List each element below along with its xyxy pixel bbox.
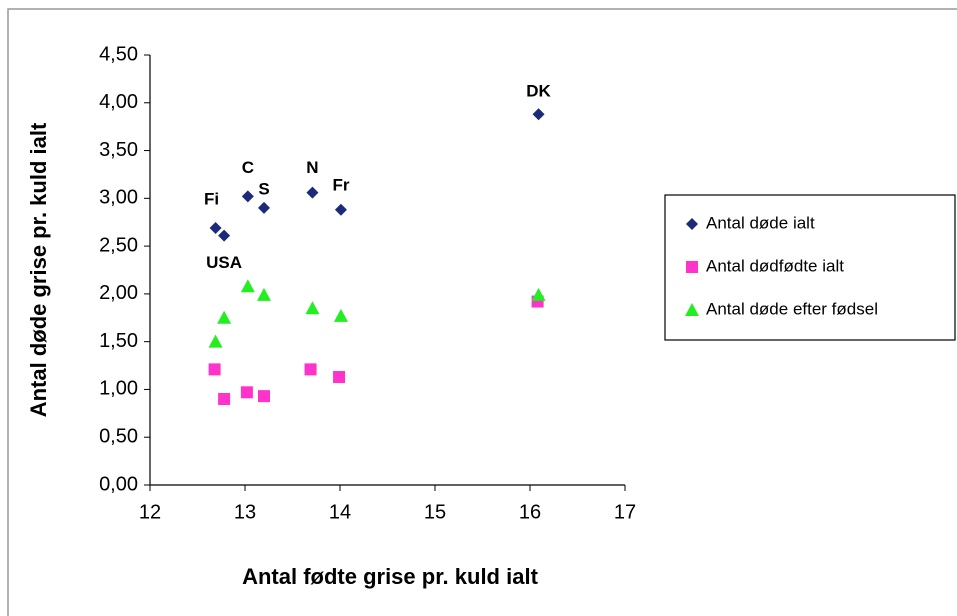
y-tick-label: 4,00 [99,91,138,113]
point [209,221,222,234]
point-label: DK [526,82,551,101]
x-tick-label: 16 [519,501,541,523]
y-tick-label: 2,00 [99,282,138,304]
point [208,363,221,376]
point [257,287,271,301]
point [241,190,254,203]
point [305,301,320,315]
legend-marker [686,218,698,230]
legend-label: Antal dødfødte ialt [706,256,844,275]
y-tick-label: 0,00 [99,473,138,495]
y-tick-label: 2,50 [99,234,138,256]
point [240,386,253,399]
point-label: N [306,158,318,177]
y-tick-label: 3,50 [99,139,138,161]
point [258,201,270,214]
point [240,279,255,293]
point [218,393,231,405]
y-tick-label: 1,00 [99,378,138,400]
point [208,334,223,348]
point-label: Fi [204,189,219,208]
point-label: USA [206,253,242,272]
y-tick-label: 0,50 [99,426,138,448]
x-tick-label: 12 [139,501,161,523]
point [333,308,348,322]
point [217,310,232,324]
y-tick-label: 4,50 [99,43,138,65]
point-label: Fr [332,175,349,194]
frame [7,8,957,616]
legend-marker [685,303,699,316]
legend-box [664,194,956,341]
x-tick-label: 13 [234,501,256,523]
y-tick-label: 1,50 [99,330,138,352]
x-tick-label: 17 [614,501,636,523]
legend-label: Antal døde ialt [706,213,815,232]
point-label: C [242,158,254,177]
point [306,186,319,199]
point [531,287,546,301]
point [333,371,346,384]
point-label: S [258,179,269,198]
x-tick-label: 15 [424,501,446,523]
point [218,229,231,242]
point [258,390,270,403]
point [334,203,347,216]
y-axis-title: Antal døde grise pr. kuld ialt [26,122,51,417]
legend-label: Antal døde efter fødsel [706,299,878,318]
x-axis-title: Antal fødte grise pr. kuld ialt [242,564,538,589]
legend-marker [686,261,698,273]
point [304,363,317,376]
x-tick-label: 14 [329,501,351,523]
point [532,108,545,121]
y-tick-label: 3,00 [99,187,138,209]
